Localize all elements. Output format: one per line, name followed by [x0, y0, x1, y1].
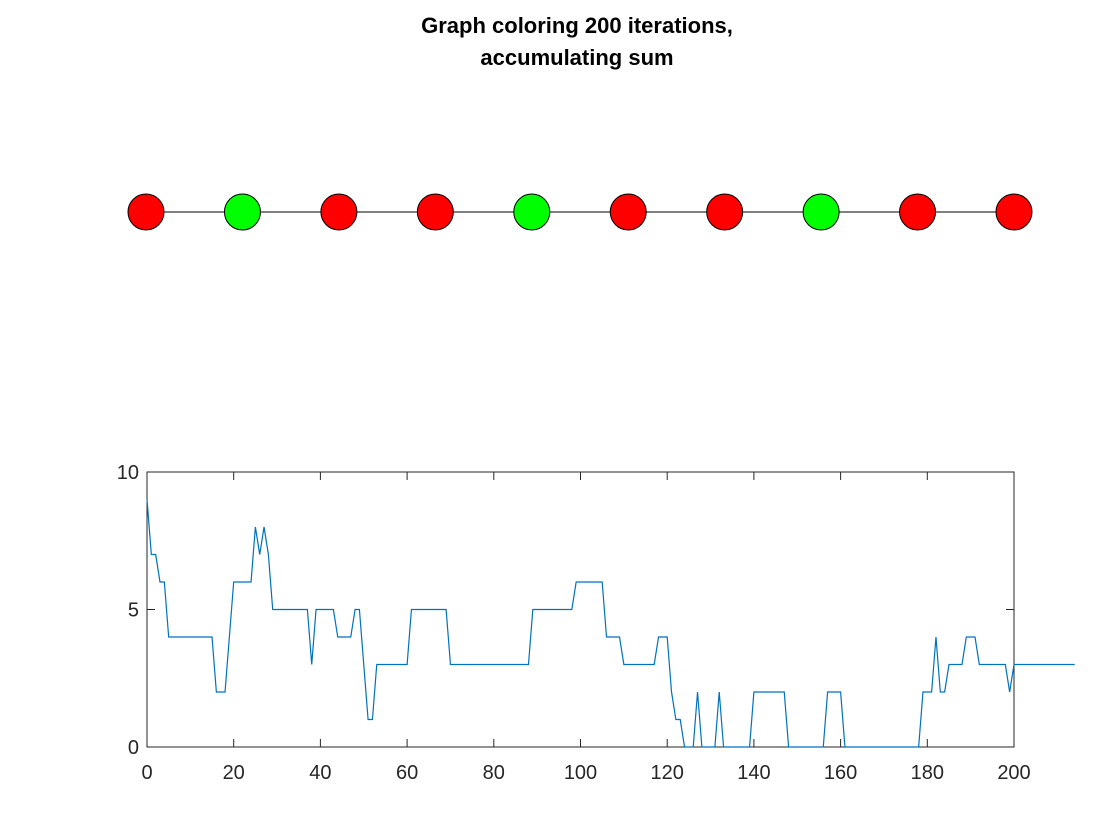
- y-tick-label: 5: [128, 600, 139, 622]
- x-tick-label: 200: [997, 762, 1030, 784]
- x-tick-label: 160: [824, 762, 857, 784]
- graph-plot: [127, 193, 1033, 231]
- x-tick-label: 80: [483, 762, 505, 784]
- graph-node-red: [416, 193, 454, 231]
- line-plot: 0 20 40 60 80 100 120 140 160 180 200 0 5 10: [117, 462, 1075, 784]
- y-axis-ticks: 0 5 10: [117, 462, 1014, 759]
- graph-node-red: [899, 193, 937, 231]
- graph-node-red: [127, 193, 165, 231]
- x-tick-label: 60: [396, 762, 418, 784]
- graph-node-red: [320, 193, 358, 231]
- y-tick-label: 10: [117, 462, 139, 484]
- x-tick-label: 20: [223, 762, 245, 784]
- x-tick-label: 140: [737, 762, 770, 784]
- x-tick-label: 40: [309, 762, 331, 784]
- graph-node-green: [802, 193, 840, 231]
- series-line: [146, 499, 1075, 748]
- graph-node-green: [223, 193, 261, 231]
- x-tick-label: 120: [651, 762, 684, 784]
- x-tick-label: 0: [141, 762, 152, 784]
- figure-title-line1: Graph coloring 200 iterations,: [421, 13, 733, 38]
- x-tick-label: 100: [564, 762, 597, 784]
- figure-title-line2: accumulating sum: [480, 45, 673, 70]
- graph-node-red: [706, 193, 744, 231]
- y-tick-label: 0: [128, 737, 139, 759]
- graph-node-red: [609, 193, 647, 231]
- graph-node-green: [513, 193, 551, 231]
- x-axis-ticks: 0 20 40 60 80 100 120 140 160 180 200: [141, 472, 1031, 784]
- x-tick-label: 180: [911, 762, 944, 784]
- series-layer: [146, 499, 1075, 748]
- graph-node-red: [995, 193, 1033, 231]
